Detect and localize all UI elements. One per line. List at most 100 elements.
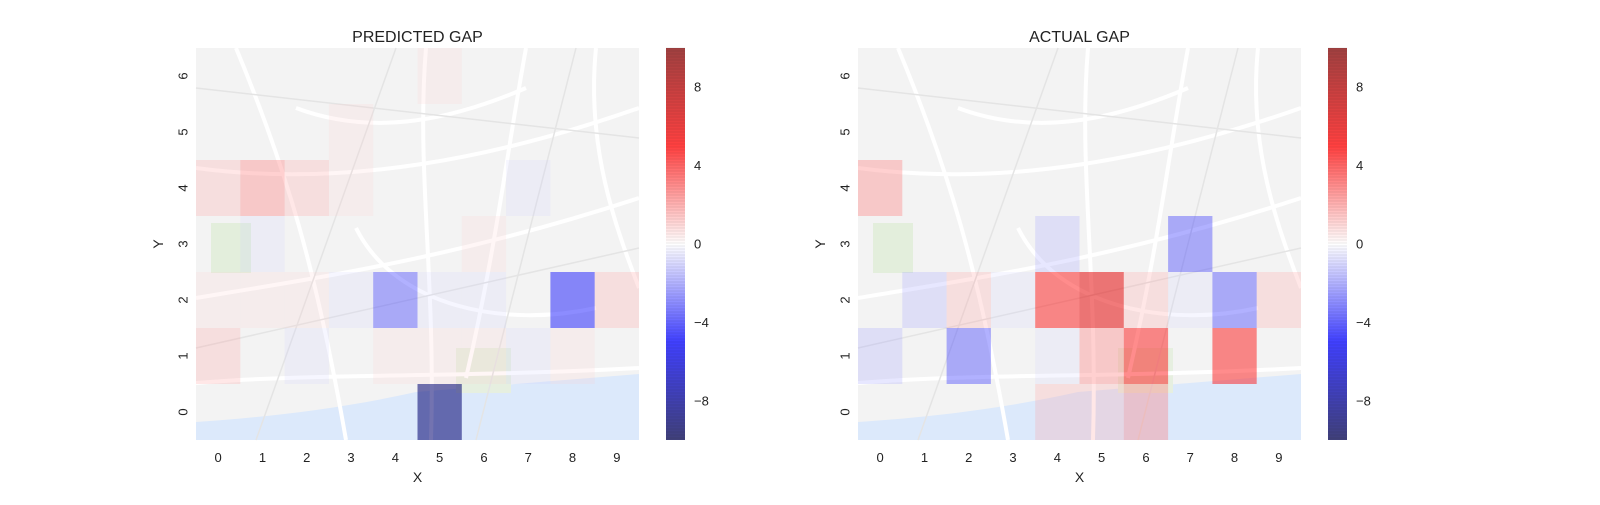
x-tick-label: 5 xyxy=(1098,450,1105,465)
heatmap-cell xyxy=(990,272,1036,328)
map-water xyxy=(858,374,1301,440)
y-tick-label: 0 xyxy=(838,408,853,415)
x-tick-label: 6 xyxy=(1142,450,1149,465)
x-tick-label: 2 xyxy=(965,450,972,465)
map-street xyxy=(195,366,640,385)
map-park xyxy=(456,348,511,393)
y-tick-label: 5 xyxy=(838,128,853,135)
y-axis-label: Y xyxy=(150,239,166,249)
heatmap-cell xyxy=(1079,384,1124,440)
heatmap-cell xyxy=(240,216,285,272)
y-tick-label: 5 xyxy=(176,128,191,135)
heatmap-cell xyxy=(461,216,507,272)
map-street xyxy=(592,47,641,289)
map-street xyxy=(1083,47,1096,441)
heatmap-cell xyxy=(417,328,462,384)
y-tick-label: 6 xyxy=(176,72,191,79)
heatmap-panel-2: ACTUAL GAP 0 1 2 3 4 5 6 7 8 9 0 1 2 3 4 5 6 X Y 8 4 0 −4 −8 xyxy=(812,29,1371,485)
y-tick-label: 0 xyxy=(176,408,191,415)
map-park xyxy=(1118,348,1173,393)
heatmap-cell xyxy=(417,48,462,104)
heatmap-cell xyxy=(461,328,507,384)
heatmap-cell xyxy=(196,328,241,384)
heatmap-cell xyxy=(1035,384,1080,440)
heatmap-cell xyxy=(594,272,639,328)
map-street xyxy=(421,47,434,441)
map-park xyxy=(873,223,913,273)
x-tick-label: 0 xyxy=(877,450,884,465)
colorbar xyxy=(666,48,685,440)
map-street xyxy=(857,106,1302,177)
heatmap-cell xyxy=(902,272,947,328)
y-tick-label: 6 xyxy=(838,72,853,79)
map-street xyxy=(896,47,1010,441)
colorbar-tick-label: −8 xyxy=(1356,393,1371,408)
heatmap-cell xyxy=(1035,216,1080,272)
map-street xyxy=(857,87,1302,139)
heatmap-cell xyxy=(328,104,374,160)
x-tick-label: 9 xyxy=(1275,450,1282,465)
heatmap-cell xyxy=(858,328,903,384)
colorbar-tick-label: 8 xyxy=(1356,80,1363,95)
y-tick-label: 4 xyxy=(176,184,191,191)
heatmap-cell xyxy=(1035,328,1080,384)
map-street xyxy=(255,47,397,441)
heatmap-cell xyxy=(550,272,595,328)
map-street xyxy=(295,86,527,125)
heatmap-cell xyxy=(550,328,595,384)
heatmap-cell xyxy=(1256,272,1301,328)
x-tick-label: 3 xyxy=(1009,450,1016,465)
colorbar xyxy=(1328,48,1347,440)
y-tick-label: 2 xyxy=(838,296,853,303)
heatmap-cell xyxy=(373,272,418,328)
colorbar-tick-label: 0 xyxy=(1356,237,1363,252)
heatmap-cell xyxy=(506,328,551,384)
heatmap-cell xyxy=(417,272,462,328)
y-tick-label: 3 xyxy=(176,240,191,247)
map-street xyxy=(195,87,640,139)
map-street xyxy=(1137,47,1239,441)
map-street xyxy=(195,196,640,300)
x-tick-label: 0 xyxy=(215,450,222,465)
map-street xyxy=(957,86,1189,125)
x-tick-label: 8 xyxy=(1231,450,1238,465)
colorbar-tick-label: −8 xyxy=(694,393,709,408)
heatmap-cell xyxy=(1123,328,1169,384)
x-tick-label: 9 xyxy=(613,450,620,465)
x-tick-label: 4 xyxy=(1054,450,1061,465)
map-park xyxy=(211,223,251,273)
x-axis-label: X xyxy=(1075,469,1085,485)
y-tick-label: 3 xyxy=(838,240,853,247)
map-street xyxy=(1254,47,1303,289)
x-tick-label: 8 xyxy=(569,450,576,465)
heatmap-cell xyxy=(284,328,329,384)
map-street xyxy=(857,196,1302,300)
heatmap-cell xyxy=(1212,328,1257,384)
heatmap-cell xyxy=(240,160,285,216)
heatmap-cell xyxy=(461,272,507,328)
x-tick-label: 3 xyxy=(347,450,354,465)
map-street xyxy=(195,247,640,349)
heatmap-cell xyxy=(1123,384,1169,440)
heatmap-cell xyxy=(240,272,285,328)
colorbar-tick-label: 4 xyxy=(1356,158,1363,173)
heatmap-cell xyxy=(1212,272,1257,328)
heatmap-cell xyxy=(1168,272,1213,328)
x-tick-label: 2 xyxy=(303,450,310,465)
y-tick-label: 2 xyxy=(176,296,191,303)
map-street xyxy=(857,366,1302,385)
heatmap-cell xyxy=(1168,216,1213,272)
chart-title: ACTUAL GAP xyxy=(1029,29,1130,46)
map-street xyxy=(917,47,1059,441)
map-street xyxy=(354,227,597,318)
y-tick-label: 4 xyxy=(838,184,853,191)
x-tick-label: 6 xyxy=(480,450,487,465)
map-street xyxy=(475,47,577,441)
x-axis-label: X xyxy=(413,469,423,485)
heatmap-cell xyxy=(284,272,329,328)
heatmap-cell xyxy=(284,160,329,216)
heatmap-cell xyxy=(1079,328,1124,384)
colorbar-tick-label: −4 xyxy=(1356,315,1371,330)
x-tick-label: 1 xyxy=(259,450,266,465)
